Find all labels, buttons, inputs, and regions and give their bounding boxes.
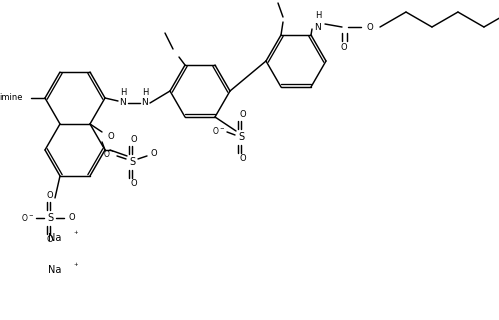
Text: H: H: [142, 89, 148, 98]
Text: O: O: [69, 213, 75, 222]
Text: O: O: [108, 132, 115, 141]
Text: O: O: [151, 149, 157, 158]
Text: $^+$: $^+$: [72, 229, 79, 238]
Text: Na: Na: [48, 265, 61, 275]
Text: S: S: [238, 132, 244, 142]
Text: O$^-$: O$^-$: [21, 212, 34, 223]
Text: O: O: [47, 191, 53, 200]
Text: $^+$: $^+$: [72, 261, 79, 270]
Text: O: O: [367, 22, 373, 31]
Text: H: H: [315, 11, 321, 20]
Text: Na: Na: [48, 233, 61, 243]
Text: O: O: [131, 135, 137, 144]
Text: imine: imine: [0, 93, 23, 102]
Text: O: O: [240, 155, 247, 164]
Text: O: O: [341, 43, 347, 52]
Text: N: N: [142, 99, 148, 108]
Text: H: H: [120, 89, 126, 98]
Text: S: S: [47, 213, 53, 223]
Text: O: O: [131, 180, 137, 188]
Text: O$^-$: O$^-$: [213, 125, 226, 137]
Text: N: N: [315, 22, 321, 31]
Text: O: O: [47, 236, 53, 244]
Text: S: S: [129, 157, 135, 167]
Text: O$^-$: O$^-$: [103, 148, 117, 159]
Text: O: O: [240, 110, 247, 119]
Text: N: N: [120, 99, 126, 108]
